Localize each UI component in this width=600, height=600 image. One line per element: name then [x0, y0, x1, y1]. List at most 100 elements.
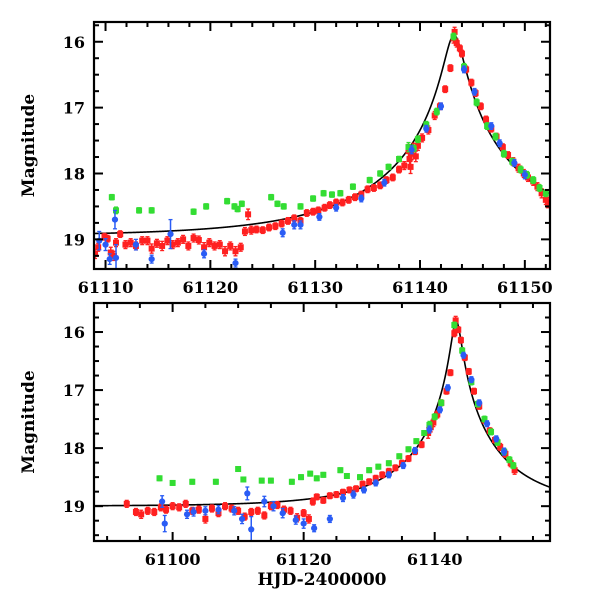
- data-point: [235, 507, 242, 514]
- data-point: [132, 241, 140, 248]
- data-point: [496, 140, 503, 147]
- data-point: [297, 203, 304, 210]
- data-point: [476, 399, 483, 406]
- data-point: [333, 199, 340, 206]
- data-point: [453, 40, 460, 47]
- data-point: [280, 203, 287, 210]
- data-point: [437, 103, 445, 110]
- data-point: [305, 515, 312, 522]
- data-point: [148, 207, 155, 214]
- data-point: [497, 443, 504, 450]
- data-point: [104, 235, 111, 242]
- x-tick-label: 61110: [78, 278, 134, 297]
- data-point: [326, 515, 333, 523]
- data-point: [488, 122, 495, 130]
- data-point: [300, 510, 307, 517]
- data-point: [447, 369, 454, 376]
- data-point: [228, 505, 235, 512]
- data-point: [364, 186, 371, 193]
- data-point: [234, 206, 241, 213]
- data-point: [414, 136, 421, 143]
- data-point: [267, 477, 274, 484]
- data-point: [313, 493, 320, 500]
- data-point: [357, 474, 363, 481]
- panel-top-panel: 61110 61120 61130 61140 61150 16 17 18 19 Magnitu…: [19, 20, 553, 297]
- data-point: [339, 494, 347, 502]
- data-point: [241, 513, 248, 520]
- data-point: [511, 159, 518, 167]
- data-point: [405, 144, 412, 151]
- data-point: [505, 152, 512, 159]
- data-point: [372, 475, 379, 482]
- series-blue-bottom-panel: [159, 351, 508, 541]
- data-point: [471, 88, 478, 95]
- data-point: [484, 123, 491, 130]
- data-point: [346, 486, 353, 493]
- data-point: [339, 199, 346, 206]
- x-tick-label: 61100: [145, 550, 201, 569]
- data-point: [333, 491, 340, 498]
- data-point: [392, 464, 399, 471]
- data-point: [244, 490, 251, 497]
- data-point: [412, 153, 419, 160]
- data-point: [333, 204, 340, 211]
- data-point: [360, 486, 368, 494]
- y-axis-label-top-panel: Magnitude: [19, 94, 39, 198]
- data-point: [315, 207, 322, 214]
- data-point: [169, 479, 176, 486]
- data-point: [460, 66, 468, 73]
- data-point: [457, 337, 464, 344]
- data-point: [426, 421, 433, 428]
- data-point: [291, 215, 298, 222]
- data-point: [343, 472, 350, 479]
- data-point: [303, 210, 310, 217]
- data-point: [418, 441, 425, 448]
- data-point: [406, 156, 413, 163]
- data-point: [287, 507, 294, 514]
- data-point: [189, 478, 196, 485]
- data-point: [144, 507, 151, 514]
- data-point: [320, 190, 327, 197]
- data-point: [313, 475, 320, 482]
- data-point: [94, 250, 99, 257]
- data-point: [153, 240, 160, 247]
- data-point: [101, 233, 108, 240]
- data-point: [169, 241, 176, 248]
- data-point: [353, 485, 360, 492]
- data-point: [455, 326, 462, 333]
- data-point: [288, 478, 295, 485]
- data-point: [106, 256, 113, 263]
- data-point: [309, 498, 316, 505]
- y-tick-label: 17: [63, 99, 85, 118]
- data-point: [366, 478, 373, 485]
- data-point: [381, 179, 388, 186]
- data-point: [488, 428, 495, 435]
- data-point: [544, 199, 550, 206]
- data-point: [139, 237, 146, 244]
- data-point: [180, 236, 187, 243]
- data-point: [222, 503, 229, 510]
- data-point: [500, 150, 507, 157]
- data-point: [310, 195, 317, 202]
- data-point: [345, 196, 352, 203]
- data-point: [421, 430, 428, 437]
- data-point: [477, 103, 484, 110]
- data-point: [328, 191, 335, 198]
- data-point: [108, 194, 115, 201]
- data-point: [423, 125, 430, 132]
- data-point: [238, 515, 246, 523]
- y-tick-label: 16: [63, 323, 85, 342]
- data-point: [216, 241, 223, 248]
- data-point: [169, 503, 176, 510]
- data-point: [458, 50, 465, 57]
- x-tick-label: 61140: [392, 278, 448, 297]
- data-point: [136, 207, 143, 214]
- data-point: [372, 479, 379, 487]
- data-point: [185, 242, 192, 249]
- data-point: [102, 241, 109, 248]
- data-point: [400, 462, 407, 469]
- data-point: [190, 235, 197, 242]
- data-point: [431, 413, 438, 420]
